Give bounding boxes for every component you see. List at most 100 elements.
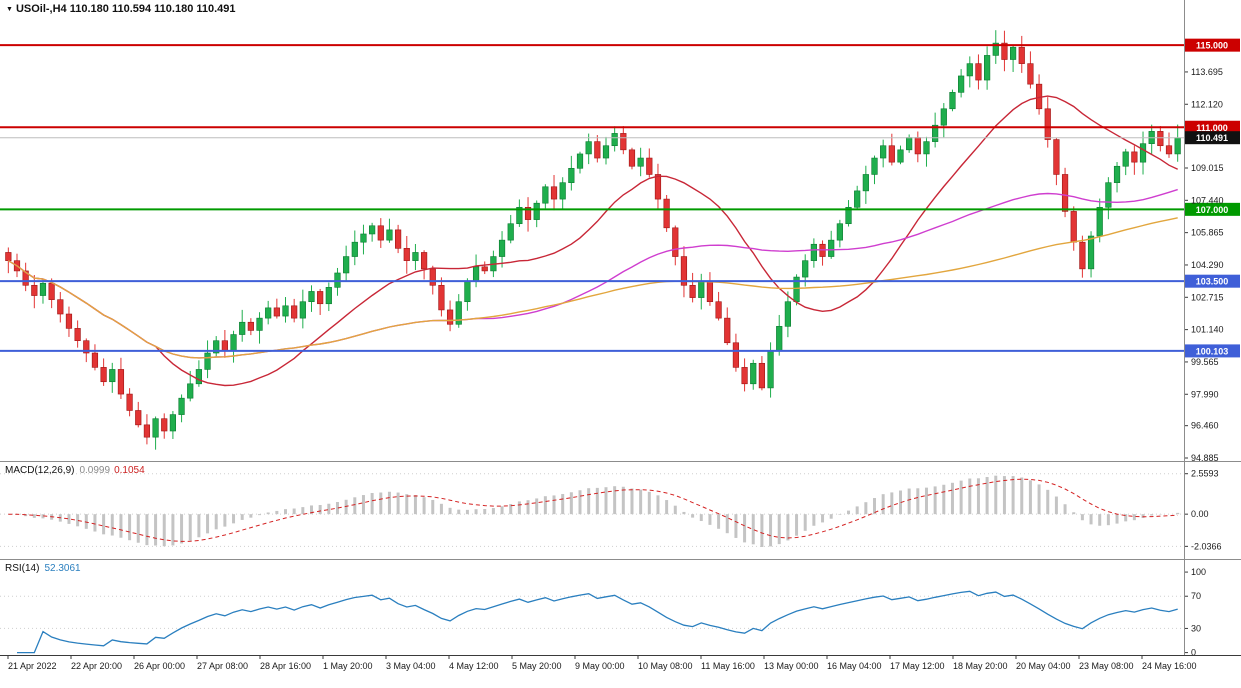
candle-down <box>377 218 384 248</box>
candle-down <box>57 291 64 323</box>
candle-up <box>602 136 610 165</box>
candle-up <box>784 291 791 338</box>
candles-group <box>5 30 1181 450</box>
candle-down <box>758 356 766 391</box>
rsi-tick-label: 30 <box>1191 623 1201 633</box>
time-axis: 21 Apr 2022 22 Apr 20:00 26 Apr 00:00 27 Ap… <box>7 655 1197 671</box>
candle-up <box>1009 44 1017 72</box>
candle-down <box>1157 126 1164 152</box>
candle-up <box>568 155 575 191</box>
price-tick-label: 112.120 <box>1191 99 1223 109</box>
macd-tick-label: 0.00 <box>1191 509 1209 519</box>
candle-down <box>732 333 740 372</box>
rsi-tick-label: 100 <box>1191 567 1206 577</box>
candle-up <box>265 300 272 325</box>
price-tick-label: 105.865 <box>1191 228 1224 238</box>
candle-down <box>317 288 324 315</box>
candle-down <box>446 300 454 332</box>
candle-up <box>871 155 878 185</box>
candle-down <box>620 126 627 155</box>
candle-up <box>213 336 220 357</box>
main-chart-area[interactable] <box>0 0 1241 462</box>
candle-down <box>1053 137 1060 186</box>
hlines-group: 115.000 111.000 107.000 103.500 100.103 <box>0 38 1240 358</box>
candle-up <box>810 238 817 268</box>
candle-down <box>724 307 731 346</box>
candle-up <box>152 416 159 450</box>
time-axis-label: 9 May 00:00 <box>575 661 625 671</box>
candle-up <box>386 218 393 243</box>
candle-down <box>672 225 679 266</box>
rsi-tick-label: 0 <box>1191 648 1196 658</box>
price-tick-label: 107.440 <box>1191 195 1224 205</box>
candle-up <box>256 312 263 344</box>
price-tick-label: 97.990 <box>1191 389 1219 399</box>
price-line-badge-label: 115.000 <box>1196 41 1228 51</box>
candle-up <box>585 133 592 165</box>
candle-down <box>689 272 696 303</box>
candle-up <box>611 126 618 152</box>
time-axis-label: 20 May 04:00 <box>1016 661 1071 671</box>
time-axis-label: 28 Apr 16:00 <box>260 661 311 671</box>
candle-down <box>481 261 488 275</box>
candle-up <box>1139 131 1147 175</box>
rsi-panel-area[interactable] <box>0 560 1241 655</box>
time-axis-label: 17 May 12:00 <box>890 661 945 671</box>
candle-up <box>949 89 956 112</box>
price-line-badge-label: 111.000 <box>1196 123 1228 133</box>
candle-up <box>412 243 419 271</box>
time-axis-label: 27 Apr 08:00 <box>197 661 248 671</box>
candle-up <box>308 285 315 312</box>
candle-down <box>594 135 601 163</box>
candle-down <box>100 358 107 386</box>
rsi-tick-label: 70 <box>1191 591 1201 601</box>
candle-up <box>559 177 566 209</box>
candle-up <box>923 136 930 167</box>
price-tick-label: 104.290 <box>1191 260 1224 270</box>
candle-down <box>429 265 436 295</box>
price-tick-label: 94.885 <box>1191 453 1219 463</box>
candle-up <box>880 139 887 168</box>
price-line-badge-label: 100.103 <box>1196 346 1229 356</box>
candle-down <box>654 163 662 209</box>
candle-up <box>299 289 306 329</box>
ma-fast-line <box>7 95 1178 387</box>
candle-up <box>369 222 376 242</box>
candle-down <box>741 358 748 392</box>
candle-up <box>576 151 584 174</box>
time-axis-label: 16 May 04:00 <box>827 661 882 671</box>
candle-down <box>1165 132 1173 158</box>
candle-up <box>169 411 177 439</box>
time-axis-label: 5 May 20:00 <box>512 661 562 671</box>
price-line-badge <box>1185 120 1240 134</box>
candle-down <box>161 413 168 439</box>
candle-down <box>888 133 895 166</box>
candle-down <box>975 54 982 90</box>
candle-up <box>1105 177 1112 220</box>
candle-up <box>1122 148 1129 176</box>
candle-up <box>966 56 973 88</box>
price-tick-label: 102.715 <box>1191 292 1224 302</box>
macd-panel-area[interactable] <box>0 462 1241 560</box>
candle-down <box>291 298 298 323</box>
candle-down <box>1131 145 1138 175</box>
time-axis-label: 23 May 08:00 <box>1079 661 1134 671</box>
candle-up <box>542 184 549 209</box>
candle-down <box>1001 30 1008 72</box>
candle-up <box>498 231 506 268</box>
candle-up <box>239 309 246 342</box>
candle-up <box>39 279 47 304</box>
candle-down <box>1027 51 1034 89</box>
candle-up <box>351 230 358 266</box>
candle-up <box>984 46 991 90</box>
candle-up <box>343 245 350 282</box>
current-price-badge-bg <box>1185 131 1240 145</box>
time-axis-label: 11 May 16:00 <box>701 661 755 671</box>
candle-up <box>178 394 185 423</box>
candle-up <box>325 282 332 312</box>
time-axis-label: 10 May 08:00 <box>638 661 693 671</box>
candle-up <box>836 219 843 248</box>
candle-up <box>845 200 852 227</box>
candle-down <box>247 318 254 336</box>
